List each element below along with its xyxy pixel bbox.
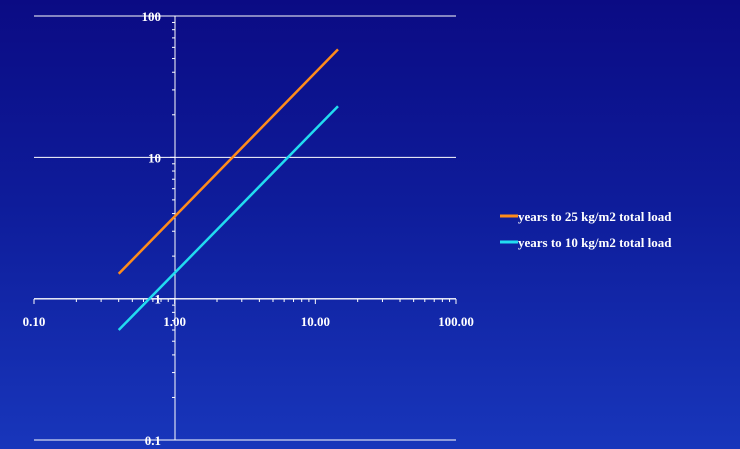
legend-entry-10kg: years to 10 kg/m2 total load [500,235,672,250]
y-tick-label-2: 10 [148,150,161,165]
axes [34,16,456,440]
legend: years to 25 kg/m2 total load years to 10… [500,209,672,250]
tick-labels: 0.10 1.00 10.00 100.00 0.1 1 10 100 [23,9,474,448]
y-tick-label-1: 1 [155,292,162,307]
x-tick-label-3: 100.00 [438,314,474,329]
gridlines [34,16,456,440]
legend-label-25kg: years to 25 kg/m2 total load [518,209,672,224]
y-tick-label-3: 100 [142,9,162,24]
series-line-1 [119,106,338,330]
x-tick-label-0: 0.10 [23,314,46,329]
legend-label-10kg: years to 10 kg/m2 total load [518,235,672,250]
y-tick-label-0: 0.1 [145,433,161,448]
x-tick-label-2: 10.00 [301,314,330,329]
x-tick-label-1: 1.00 [163,314,186,329]
series-lines [119,49,338,330]
minor-ticks [34,22,456,440]
legend-entry-25kg: years to 25 kg/m2 total load [500,209,672,224]
